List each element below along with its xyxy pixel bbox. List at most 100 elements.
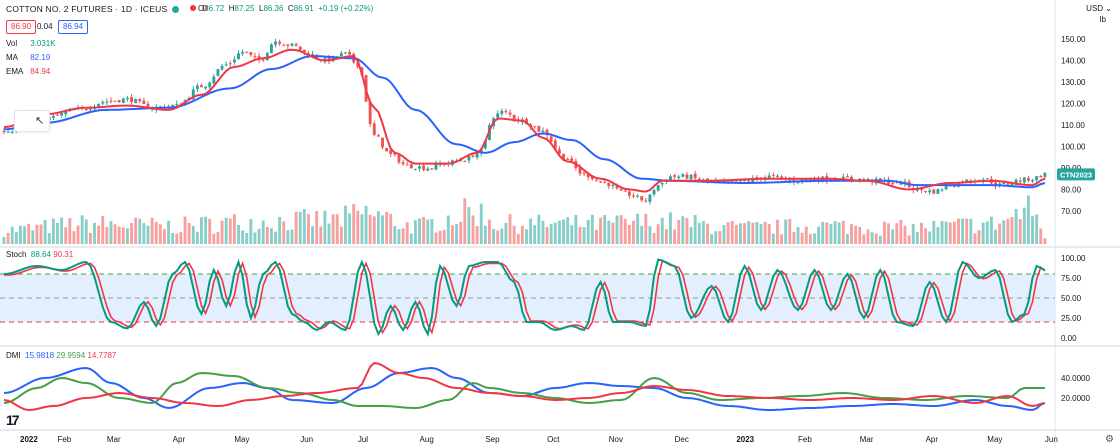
candle	[237, 53, 240, 60]
volume-bar	[1039, 228, 1043, 244]
volume-bar	[175, 233, 179, 244]
candle	[463, 161, 467, 163]
volume-bar	[784, 219, 788, 244]
candle	[191, 89, 195, 100]
candle	[467, 156, 471, 161]
volume-bar	[936, 226, 940, 244]
volume-bar	[97, 225, 101, 244]
candle	[216, 69, 220, 76]
volume-bar	[187, 222, 191, 244]
candle	[2, 131, 6, 133]
volume-bar	[520, 225, 524, 244]
candle	[241, 51, 245, 54]
candle	[627, 191, 631, 196]
volume-bar	[730, 221, 734, 244]
candle	[1039, 175, 1043, 178]
candle	[294, 44, 298, 46]
currency-selector[interactable]: USD ⌄	[1086, 4, 1112, 13]
candle	[660, 182, 664, 185]
ohlc-readout: O86.72 H87.25 L86.36 C86.91 +0.19 (+0.22…	[198, 4, 373, 13]
symbol-title[interactable]: COTTON NO. 2 FUTURES · 1D · ICEUS	[6, 4, 168, 14]
buy-button[interactable]: 86.94	[58, 20, 89, 34]
low-value: 86.36	[263, 4, 284, 13]
dmi-legend[interactable]: DMI 15.9818 29.9594 14.7787	[6, 351, 116, 360]
volume-bar	[619, 215, 623, 244]
stoch-tick-label: 0.00	[1061, 334, 1077, 343]
time-tick-label: 2023	[736, 435, 754, 444]
volume-bar	[47, 233, 51, 244]
volume-bar	[467, 207, 471, 244]
candle	[936, 189, 940, 194]
price-tick-label: 150.00	[1061, 35, 1086, 44]
candle	[940, 189, 944, 191]
candle	[537, 126, 541, 132]
volume-bar	[475, 226, 479, 244]
volume-bar	[51, 218, 55, 244]
candle	[1002, 182, 1006, 184]
gear-icon[interactable]: ⚙	[1105, 434, 1114, 445]
open-value: 86.72	[204, 4, 225, 13]
price-tick-label: 70.00	[1061, 207, 1082, 216]
volume-bar	[479, 203, 483, 244]
volume-bar	[294, 211, 298, 244]
volume-bar	[150, 217, 154, 244]
volume-bar	[265, 226, 269, 244]
candle	[479, 148, 483, 154]
volume-bar	[241, 230, 245, 244]
volume-bar	[718, 231, 722, 244]
volume-bar	[915, 231, 919, 244]
candle	[10, 131, 14, 133]
volume-bar	[208, 218, 212, 244]
candle	[430, 168, 434, 170]
candle	[599, 181, 602, 183]
volume-bar	[664, 229, 668, 244]
volume-bar	[1014, 208, 1018, 244]
volume-bar	[870, 232, 874, 244]
volume-bar	[167, 220, 171, 244]
candle	[121, 98, 125, 103]
stoch-legend[interactable]: Stoch 88.64 90.31	[6, 250, 73, 259]
volume-bar	[459, 221, 463, 244]
volume-bar	[981, 222, 985, 244]
candle	[673, 175, 677, 177]
volume-bar	[636, 213, 640, 244]
volume-bar	[878, 235, 882, 244]
volume-bar	[451, 225, 454, 244]
drag-handle[interactable]	[14, 110, 50, 132]
unit-selector[interactable]: lb	[1100, 15, 1106, 24]
volume-bar	[710, 234, 714, 244]
volume-bar	[269, 228, 273, 244]
candle	[426, 168, 430, 171]
volume-bar	[553, 222, 557, 244]
candle	[808, 178, 812, 182]
vol-legend[interactable]: Vol 3.031K	[6, 39, 56, 48]
currency-label: USD	[1086, 4, 1104, 13]
ema-legend[interactable]: EMA 84.94	[6, 67, 50, 76]
last-price-box	[1057, 168, 1095, 181]
volume-bar	[1010, 217, 1014, 244]
candle	[533, 126, 537, 128]
candle	[60, 113, 64, 116]
candle	[928, 190, 932, 193]
volume-bar	[232, 214, 236, 244]
candle	[1043, 172, 1047, 177]
price-tick-label: 110.00	[1061, 121, 1085, 130]
status-dot-icon	[190, 5, 196, 11]
volume-bar	[907, 235, 911, 244]
volume-bar	[644, 213, 648, 244]
volume-bar	[43, 219, 47, 244]
candle	[586, 173, 590, 178]
price-tick-label: 120.00	[1061, 99, 1086, 108]
candle	[603, 181, 607, 183]
volume-bar	[722, 225, 726, 244]
volume-bar	[335, 214, 339, 244]
low-key: L	[258, 4, 264, 13]
volume-bar	[792, 231, 796, 244]
volume-bar	[158, 224, 162, 244]
volume-bar	[948, 222, 952, 244]
ma-legend[interactable]: MA 82.19	[6, 53, 50, 62]
price-tick-label: 100.00	[1061, 142, 1086, 151]
sell-button[interactable]: 86.90	[6, 20, 37, 34]
volume-bar	[714, 231, 718, 244]
